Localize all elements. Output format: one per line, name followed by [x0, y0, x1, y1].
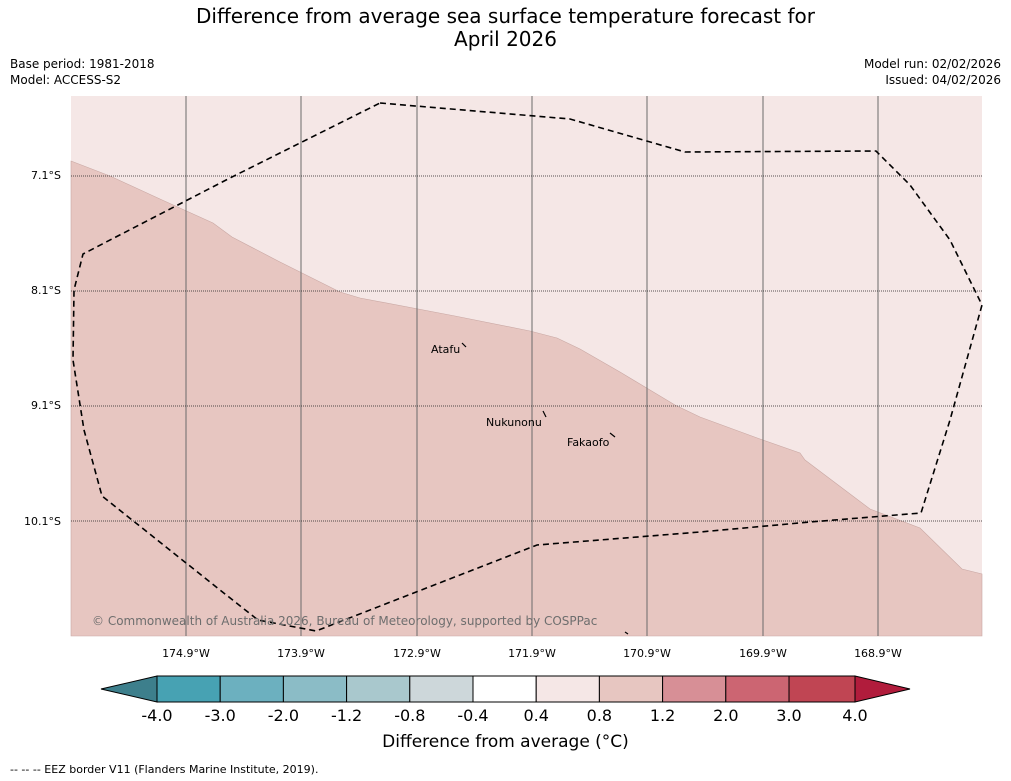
- map-title: Difference from average sea surface temp…: [0, 5, 1011, 51]
- title-line-2: April 2026: [454, 27, 557, 51]
- meta-right: Model run: 02/02/2026 Issued: 04/02/2026: [864, 56, 1001, 88]
- lon-label: 169.9°W: [739, 647, 787, 660]
- lat-label: 10.1°S: [24, 515, 61, 528]
- anomaly-region-dark: [70, 160, 983, 637]
- colorbar-segment: [472, 675, 537, 703]
- colorbar-tick-label: 0.4: [523, 706, 549, 725]
- map-area: [70, 96, 983, 637]
- colorbar-segment: [598, 675, 664, 703]
- model-run: Model run: 02/02/2026: [863, 57, 1001, 71]
- colorbar-tick-label: -4.0: [141, 706, 173, 725]
- place-label-nukunonu: Nukunonu: [486, 416, 542, 429]
- lon-label: 172.9°W: [393, 647, 441, 660]
- colorbar-tick-label: 2.0: [713, 706, 739, 725]
- colorbar-tick-label: 0.8: [586, 706, 613, 725]
- colorbar-segment: [788, 675, 856, 703]
- colorbar-tick-label: -3.0: [204, 706, 236, 725]
- colorbar-segment: [156, 675, 221, 703]
- atafu-island-shape: [461, 342, 467, 348]
- lat-label: 9.1°S: [31, 399, 61, 412]
- colorbar-segment: [725, 675, 790, 703]
- colorbar-tick-label: -0.4: [457, 706, 489, 725]
- colorbar-title: Difference from average (°C): [382, 732, 629, 752]
- eez-border: [72, 102, 983, 632]
- lon-label: 170.9°W: [623, 647, 671, 660]
- longitude-gridlines: [185, 96, 879, 636]
- colorbar-segment: [346, 675, 411, 703]
- place-label-atafu: Atafu: [431, 343, 461, 356]
- colorbar-max-extend: [854, 675, 911, 703]
- lon-label: 173.9°W: [277, 647, 325, 660]
- meta-left: Base period: 1981-2018 Model: ACCESS-S2: [10, 56, 155, 88]
- colorbar-segment: [535, 675, 600, 703]
- colorbar-tick-label: 1.2: [649, 706, 676, 725]
- lon-label: 174.9°W: [162, 647, 210, 660]
- colorbar: [100, 675, 911, 703]
- colorbar-segment: [409, 675, 474, 703]
- colorbar-tick-label: -2.0: [267, 706, 299, 725]
- place-label-fakaofo: Fakaofo: [567, 436, 610, 449]
- model-name: Model: ACCESS-S2: [10, 73, 122, 87]
- colorbar-segment: [662, 675, 727, 703]
- colorbar-tick-label: -1.2: [330, 706, 363, 725]
- lon-label: 171.9°W: [508, 647, 556, 660]
- colorbar-tick-label: -0.8: [394, 706, 426, 725]
- swains-island-shape: [624, 631, 629, 635]
- eez-footnote: -- -- -- EEZ border V11 (Flanders Marine…: [10, 763, 319, 776]
- issued-date: Issued: 04/02/2026: [885, 73, 1001, 87]
- title-line-1: Difference from average sea surface temp…: [195, 4, 815, 28]
- colorbar-segment: [282, 675, 348, 703]
- nukunonu-island-shape: [542, 410, 547, 418]
- colorbar-tick-label: 4.0: [842, 706, 868, 725]
- colorbar-segment: [219, 675, 284, 703]
- island-marks: [461, 342, 629, 635]
- colorbar-min-extend: [100, 675, 158, 703]
- colorbar-tick-label: 3.0: [776, 706, 802, 725]
- base-period: Base period: 1981-2018: [10, 57, 155, 71]
- lat-label: 7.1°S: [31, 169, 61, 182]
- copyright-notice: © Commonwealth of Australia 2026, Bureau…: [92, 614, 598, 628]
- lat-label: 8.1°S: [31, 284, 61, 297]
- fakaofo-island-shape: [609, 432, 616, 438]
- lon-label: 168.9°W: [854, 647, 902, 660]
